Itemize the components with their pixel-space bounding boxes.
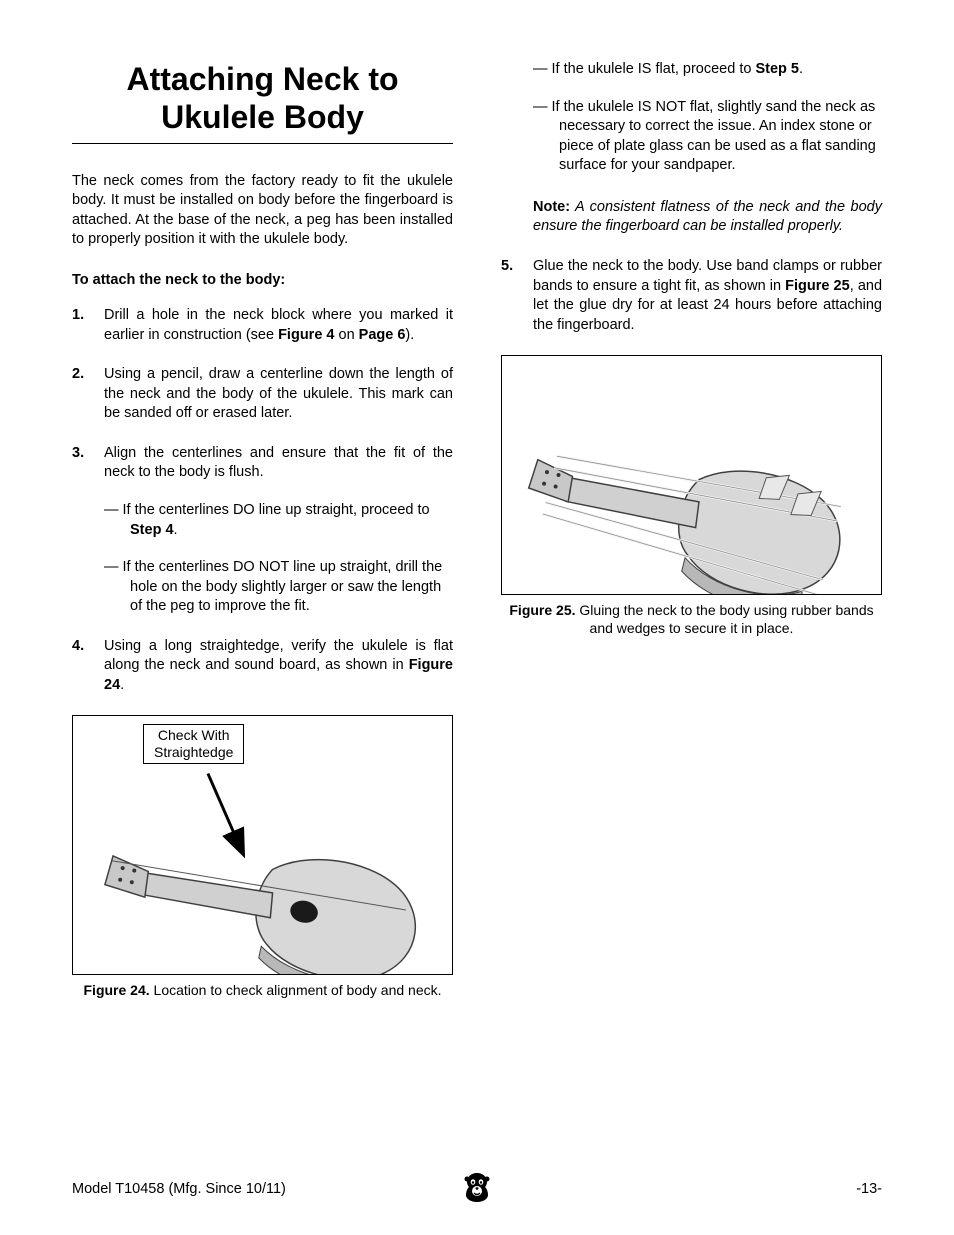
step-3: Align the centerlines and ensure that th… [72, 444, 453, 617]
figure-24-label: Check With Straightedge [143, 724, 244, 764]
fig25-caption-bold: Figure 25. [509, 602, 575, 618]
fig24-label-l1: Check With [158, 727, 230, 743]
figure-25-svg [502, 356, 881, 594]
step3-sub1-b: . [174, 522, 178, 538]
title-rule [72, 143, 453, 144]
footer-model: Model T10458 (Mfg. Since 10/11) [72, 1181, 286, 1197]
step4-text-a: Using a long straightedge, verify the uk… [104, 638, 453, 674]
step-4: Using a long straightedge, verify the uk… [72, 637, 453, 696]
title-line2: Ukulele Body [161, 99, 364, 135]
footer-page-number: -13- [856, 1181, 882, 1197]
step-1: Drill a hole in the neck block where you… [72, 306, 453, 345]
figure-25-box [501, 355, 882, 595]
step4-continuation: If the ukulele IS flat, proceed to Step … [501, 60, 882, 176]
step-5: Glue the neck to the body. Use band clam… [501, 257, 882, 335]
step1-text-c: ). [405, 327, 414, 343]
steps-list-right: Glue the neck to the body. Use band clam… [501, 257, 882, 335]
step5-figref: Figure 25 [785, 278, 850, 294]
figure-24-svg [73, 716, 452, 974]
step4-sub1-b: . [799, 61, 803, 77]
figure-24-caption: Figure 24. Location to check alignment o… [72, 981, 453, 999]
intro-paragraph: The neck comes from the factory ready to… [72, 172, 453, 250]
figure-25-caption: Figure 25. Gluing the neck to the body u… [501, 601, 882, 637]
fig24-label-l2: Straightedge [154, 744, 233, 760]
steps-list-left: Drill a hole in the neck block where you… [72, 306, 453, 695]
step3-text: Align the centerlines and ensure that th… [104, 445, 453, 481]
fig24-caption-text: Location to check alignment of body and … [150, 982, 442, 998]
step3-sub1-a: If the centerlines DO line up straight, … [123, 502, 430, 518]
note-text: A consistent flatness of the neck and th… [533, 199, 882, 235]
step1-figref: Figure 4 [278, 327, 334, 343]
page-title: Attaching Neck to Ukulele Body [72, 60, 453, 137]
step4-sub1: If the ukulele IS flat, proceed to Step … [533, 60, 882, 80]
right-column: If the ukulele IS flat, proceed to Step … [501, 60, 882, 1020]
step-2: Using a pencil, draw a centerline down t… [72, 365, 453, 424]
page-footer: Model T10458 (Mfg. Since 10/11) -13- [72, 1181, 882, 1197]
note-block: Note: A consistent flatness of the neck … [501, 198, 882, 237]
note-label: Note: [533, 199, 570, 215]
step3-sub1-bold: Step 4 [130, 522, 174, 538]
step3-sub1: If the centerlines DO line up straight, … [104, 501, 453, 540]
step4-sub1-bold: Step 5 [755, 61, 799, 77]
step4-text-b: . [120, 677, 124, 693]
left-column: Attaching Neck to Ukulele Body The neck … [72, 60, 453, 1020]
fig25-caption-text: Gluing the neck to the body using rubber… [576, 602, 874, 636]
step4-sub1-a: If the ukulele IS flat, proceed to [552, 61, 756, 77]
step1-pageref: Page 6 [359, 327, 406, 343]
lead-line: To attach the neck to the body: [72, 272, 453, 288]
figure-24-box: Check With Straightedge [72, 715, 453, 975]
title-line1: Attaching Neck to [126, 61, 398, 97]
step3-sub2: If the centerlines DO NOT line up straig… [104, 558, 453, 617]
step4-sub2: If the ukulele IS NOT flat, slightly san… [533, 98, 882, 176]
step1-text-b: on [334, 327, 358, 343]
fig24-caption-bold: Figure 24. [84, 982, 150, 998]
footer-logo-icon [462, 1171, 492, 1207]
